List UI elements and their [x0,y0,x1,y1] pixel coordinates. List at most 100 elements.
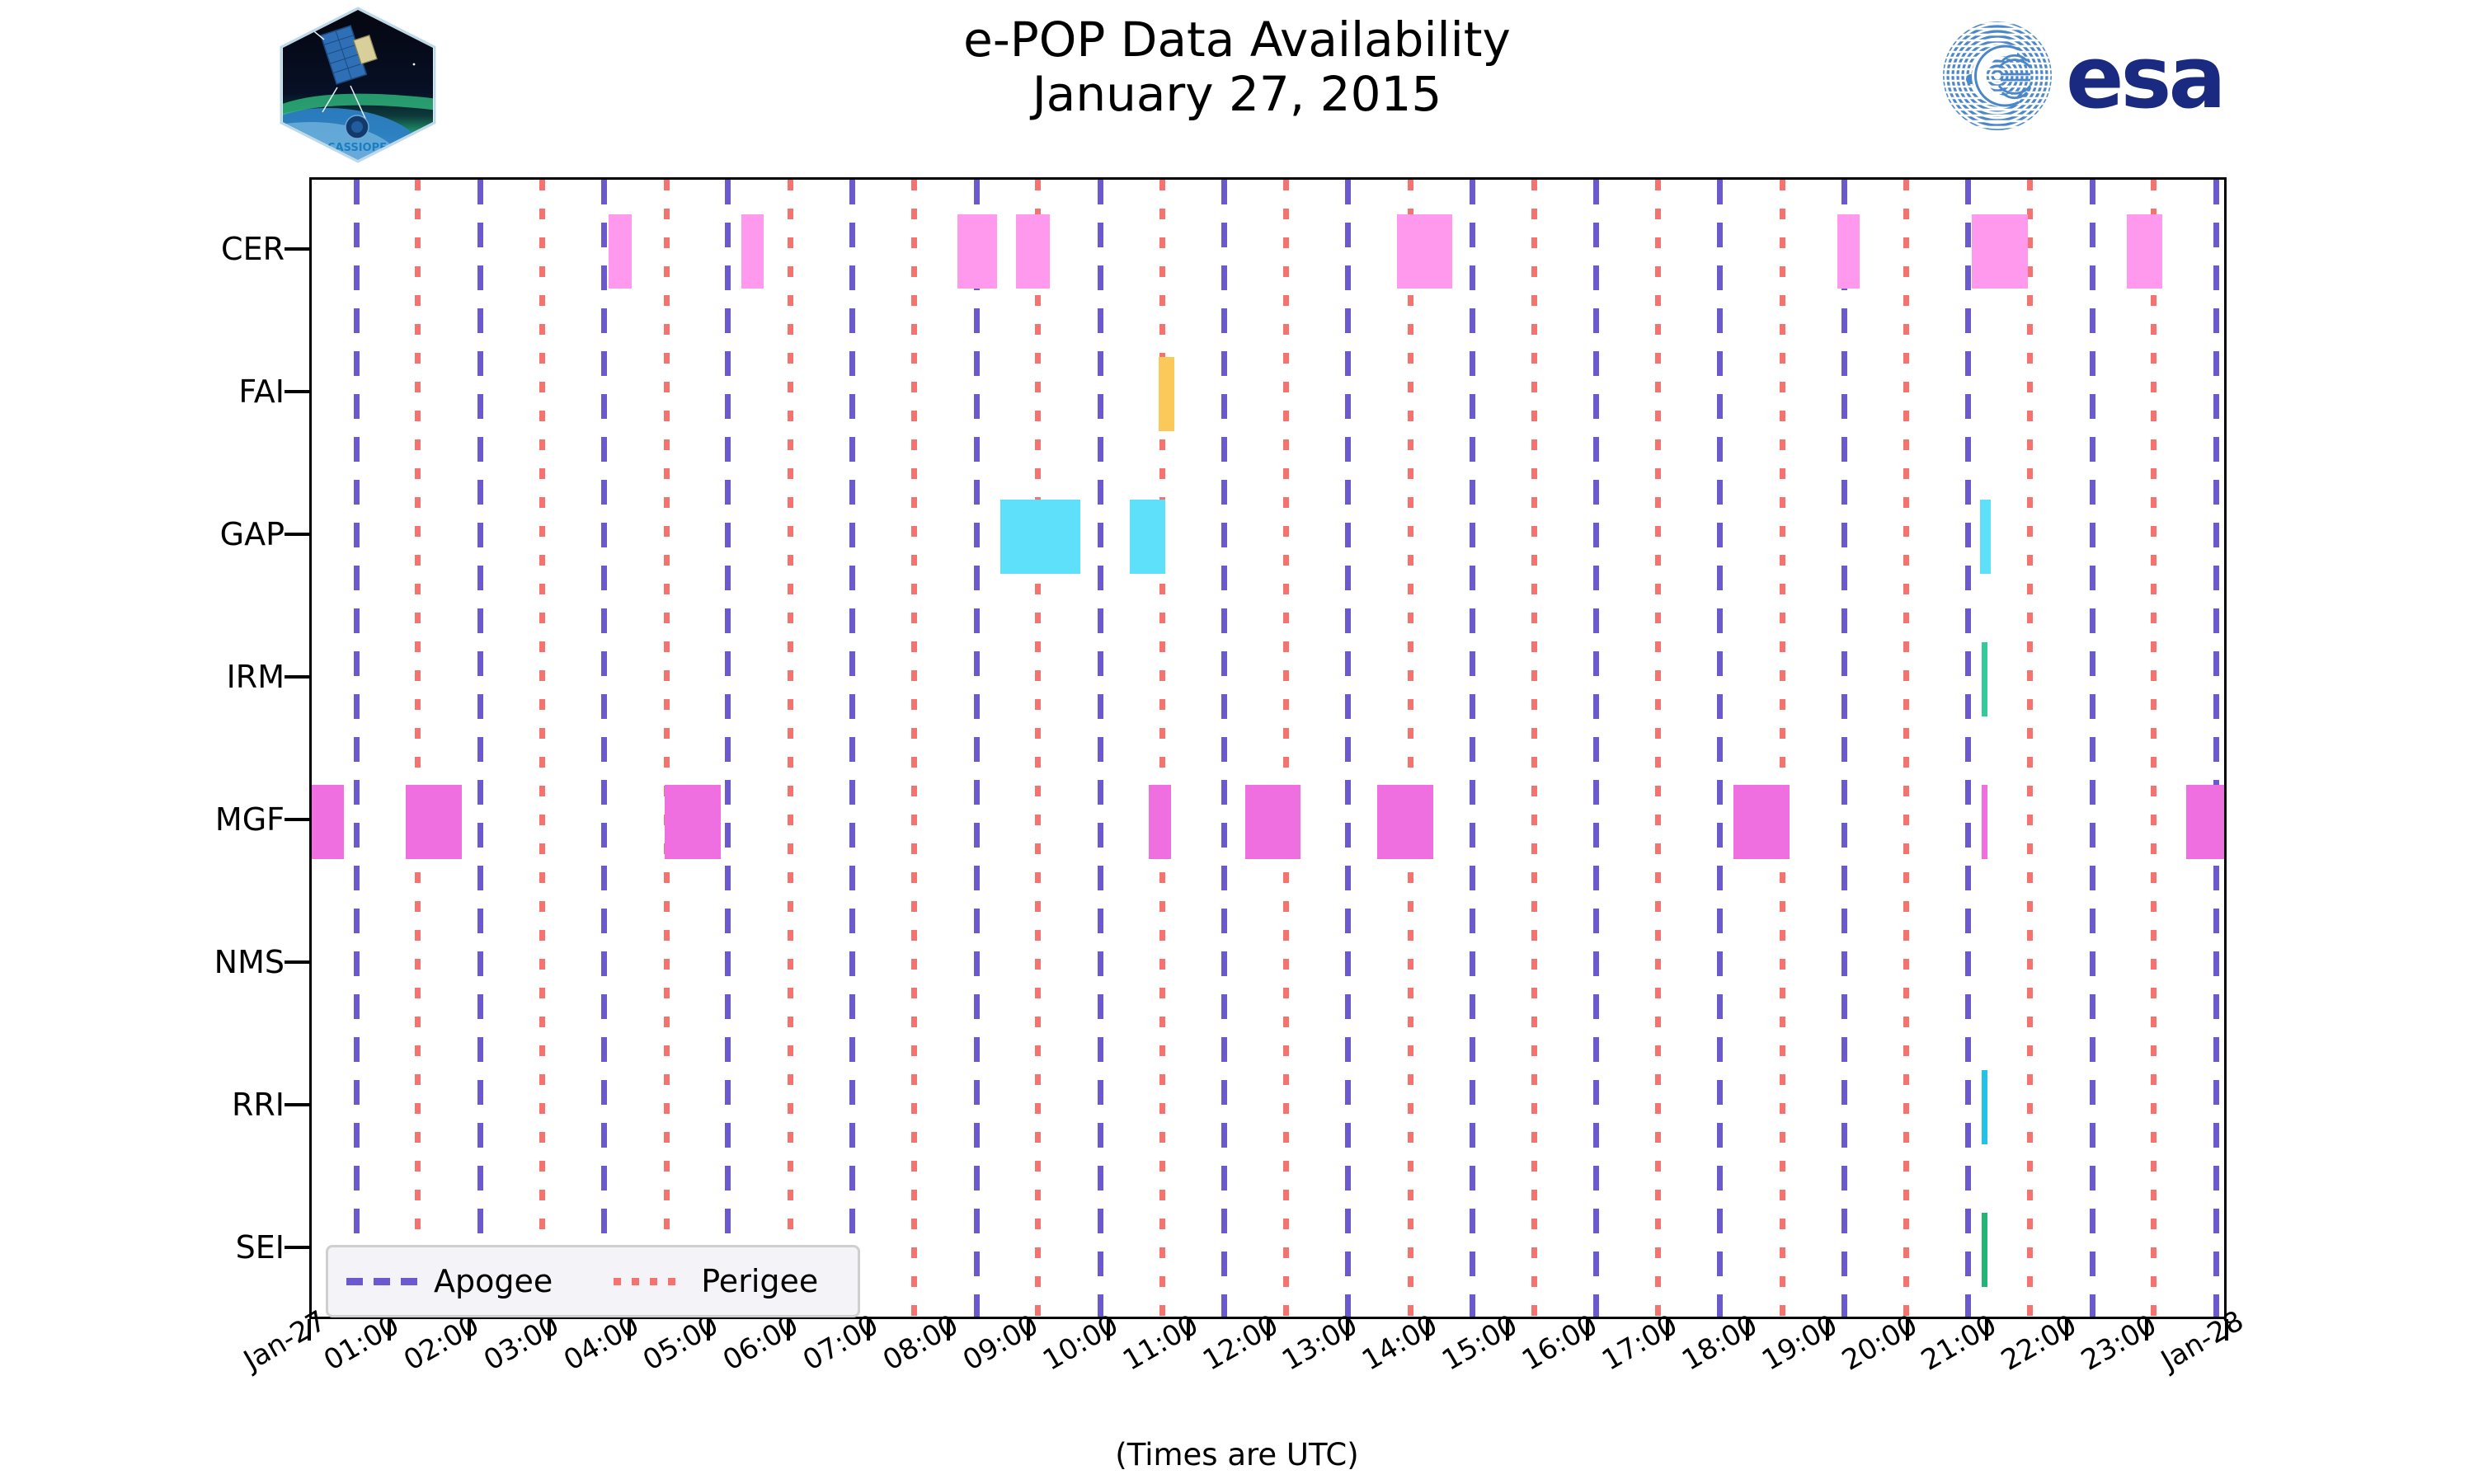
data-bar-rri [1981,1070,1988,1145]
data-bar-mgf [665,785,721,860]
cassiope-logo: CASSIOPE [278,7,439,163]
x-tick-mark [947,1319,950,1341]
y-tick-label-nms: NMS [214,944,285,981]
esa-logo-text: esa [2066,27,2223,128]
data-bar-gap [1130,499,1165,574]
apogee-line [2213,180,2219,1317]
perigee-line [1903,180,1910,1317]
perigee-line [415,180,421,1317]
data-bar-mgf [1149,785,1172,860]
data-bar-cer [1396,214,1453,289]
y-tick-label-fai: FAI [238,373,285,410]
data-bar-mgf [1981,785,1988,860]
chart-legend[interactable]: Apogee Perigee [326,1245,860,1317]
perigee-line [1654,180,1661,1317]
y-tick-label-rri: RRI [231,1087,285,1124]
chart-title-block: e-POP Data Availability January 27, 2015 [577,12,1897,162]
apogee-line [1344,180,1351,1317]
x-tick-mark [2145,1319,2149,1341]
x-tick-label-jan-27: Jan-27 [238,1304,332,1378]
plot-area [309,177,2227,1319]
x-tick-mark [787,1319,791,1341]
y-tick-label-irm: IRM [226,658,285,695]
apogee-line [1221,180,1227,1317]
x-tick-mark [1586,1319,1589,1341]
x-tick-mark [2065,1319,2069,1341]
x-tick-mark [467,1319,471,1341]
x-tick-mark [1186,1319,1190,1341]
apogee-line [1841,180,1847,1317]
apogee-line [1470,180,1476,1317]
perigee-line [663,180,670,1317]
y-tick-mark [285,389,309,393]
chart-title-line-1: e-POP Data Availability [963,12,1511,68]
x-tick-mark [1985,1319,1989,1341]
data-bar-fai [1158,356,1175,431]
y-tick-label-gap: GAP [219,515,285,552]
perigee-line [1283,180,1290,1317]
y-tick-mark [285,1246,309,1250]
legend-label-perigee: Perigee [701,1263,819,1299]
perigee-line [1159,180,1166,1317]
apogee-line [1964,180,1971,1317]
data-bar-cer [1972,214,2028,289]
perigee-line [1407,180,1413,1317]
y-tick-mark [285,532,309,536]
apogee-line [601,180,608,1317]
perigee-line [910,180,917,1317]
perigee-line [1779,180,1785,1317]
data-bar-mgf [312,785,344,860]
apogee-line [849,180,856,1317]
apogee-line [973,180,980,1317]
y-tick-mark [285,247,309,251]
y-tick-label-cer: CER [221,230,285,267]
chart-title-line-2: January 27, 2015 [1032,65,1442,122]
legend-entry-perigee[interactable]: Perigee [614,1263,818,1299]
x-tick-mark [1026,1319,1030,1341]
x-tick-mark [1346,1319,1350,1341]
x-tick-mark [1266,1319,1270,1341]
data-bar-gap [1000,499,1080,574]
perigee-line [2151,180,2157,1317]
apogee-line [1097,180,1103,1317]
chart-header: CASSIOPE e-POP Data Availability January… [0,0,2474,173]
perigee-line [1035,180,1042,1317]
esa-logo: esa [1938,18,2301,134]
x-tick-mark [867,1319,871,1341]
data-bar-cer [2127,214,2162,289]
data-bar-cer [1837,214,1860,289]
legend-swatch-apogee-icon [346,1277,417,1285]
data-bar-mgf [2185,785,2224,860]
data-bar-mgf [1377,785,1434,860]
apogee-line [1593,180,1600,1317]
y-tick-mark [285,1103,309,1107]
x-tick-mark [1745,1319,1749,1341]
data-bar-sei [1981,1213,1988,1288]
data-bar-cer [609,214,632,289]
apogee-line [2089,180,2095,1317]
y-tick-mark [285,818,309,822]
perigee-line [1531,180,1537,1317]
y-tick-label-mgf: MGF [214,801,285,838]
apogee-line [353,180,360,1317]
y-tick-mark [285,674,309,679]
x-tick-mark [308,1319,311,1341]
data-bar-cer [741,214,764,289]
perigee-line [787,180,793,1317]
x-tick-mark [387,1319,391,1341]
data-bar-irm [1981,641,1988,716]
apogee-line [477,180,483,1317]
data-bar-mgf [1733,785,1790,860]
data-bar-gap [1979,499,1992,574]
perigee-line [539,180,546,1317]
data-bar-cer [957,214,998,289]
legend-entry-apogee[interactable]: Apogee [346,1263,553,1299]
data-bar-mgf [406,785,463,860]
y-tick-label-sei: SEI [235,1229,285,1266]
x-tick-mark [627,1319,631,1341]
x-tick-mark [547,1319,551,1341]
legend-label-apogee: Apogee [434,1263,553,1299]
x-tick-mark [1825,1319,1829,1341]
apogee-line [1717,180,1724,1317]
x-tick-mark [1426,1319,1430,1341]
